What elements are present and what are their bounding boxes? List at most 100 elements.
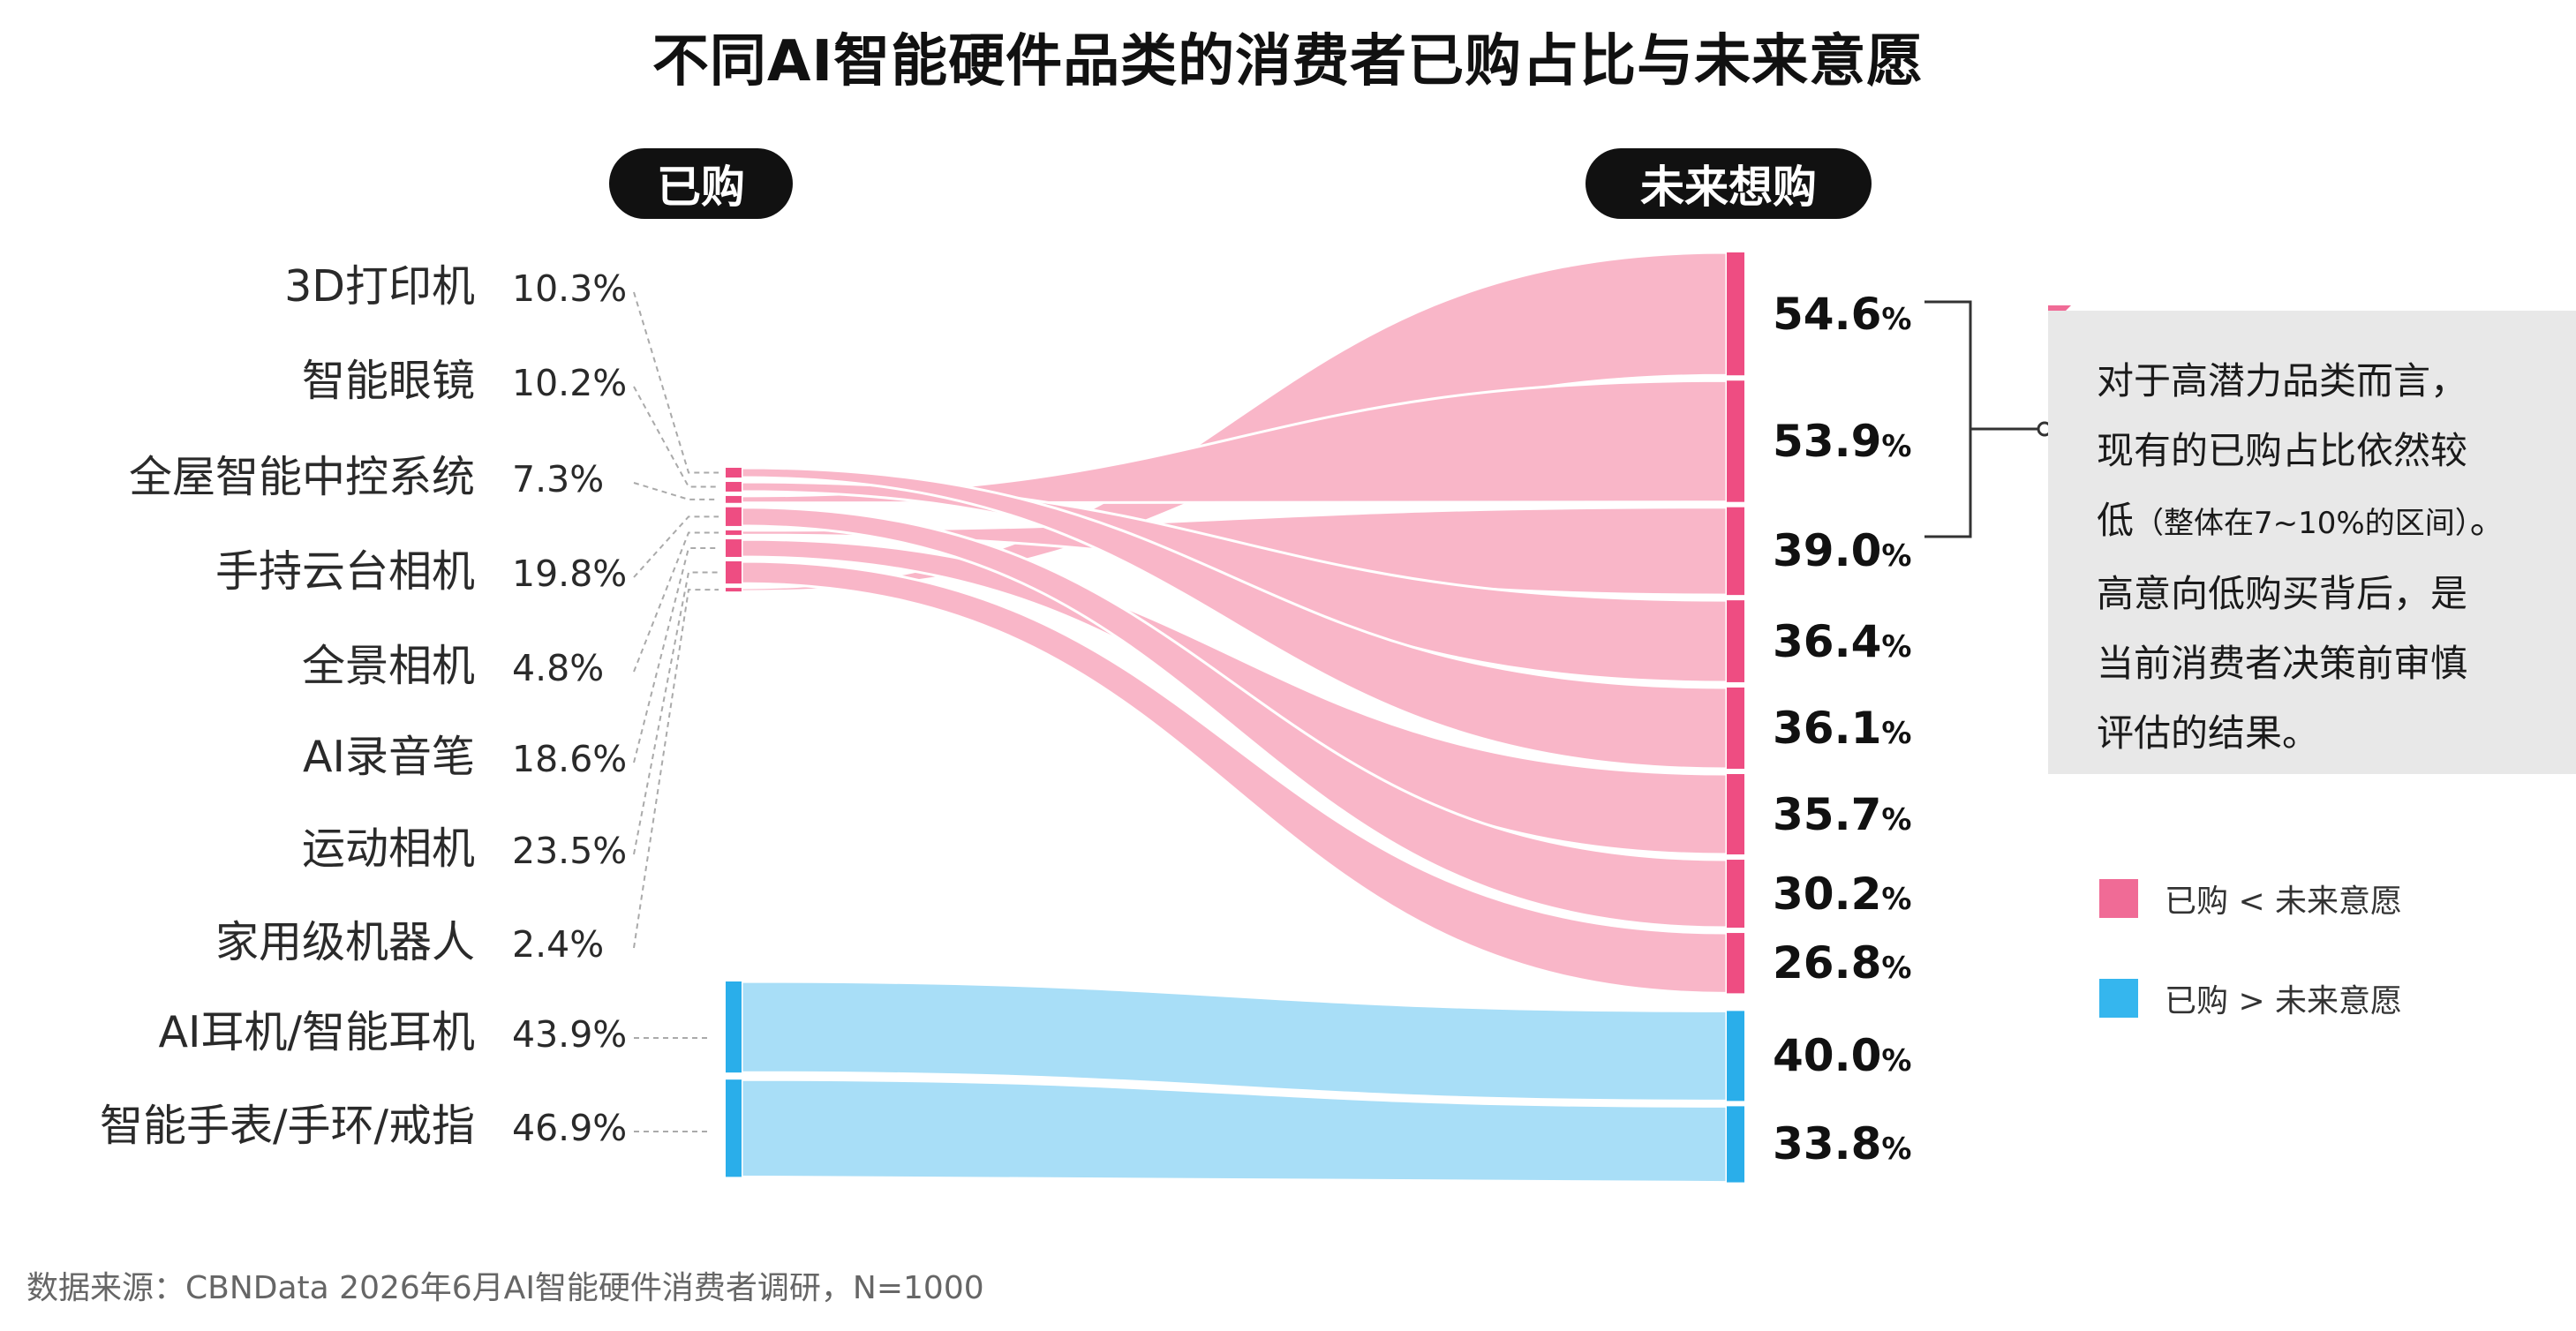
annotation-line-1: 对于高潜力品类而言， xyxy=(2097,359,2468,402)
left-bar-7 xyxy=(726,588,742,592)
annotation-line-3-end: 。 xyxy=(2469,499,2507,542)
right-header-pill: 未来想购 xyxy=(1586,148,1872,219)
purchased-value-4: 4.8% xyxy=(512,647,605,689)
left-bar-9 xyxy=(726,1079,742,1177)
annotation-box: 对于高潜力品类而言， 现有的已购占比依然较 低（整体在7~10%的区间）。 高意… xyxy=(2048,311,2576,774)
future-value-number-4: 36.1 xyxy=(1773,702,1882,754)
future-value-unit-8: % xyxy=(1881,1043,1912,1079)
legend-item-blue: 已购 > 未来意愿 xyxy=(2099,975,2402,1021)
annotation-line-4: 高意向低购买背后，是 xyxy=(2097,572,2468,615)
purchased-value-1: 10.2% xyxy=(512,362,628,404)
future-value-unit-6: % xyxy=(1881,881,1912,917)
leader-line-3 xyxy=(633,515,719,578)
future-value-unit-9: % xyxy=(1881,1132,1912,1168)
future-value-unit-1: % xyxy=(1881,428,1912,464)
leader-line-2 xyxy=(633,482,719,500)
future-value-number-7: 26.8 xyxy=(1773,937,1882,989)
future-value-0: 54.6% xyxy=(1773,288,1911,346)
flow-band-7 xyxy=(740,560,1729,995)
future-value-number-5: 35.7 xyxy=(1773,788,1882,840)
legend-label-blue: 已购 > 未来意愿 xyxy=(2165,983,2403,1019)
left-bar-6 xyxy=(726,560,742,584)
right-header-text: 未来想购 xyxy=(1640,162,1817,213)
future-value-unit-4: % xyxy=(1881,715,1912,751)
chart-title: 不同AI智能硬件品类的消费者已购占比与未来意愿 xyxy=(652,29,1924,94)
right-bar-1 xyxy=(1727,380,1744,502)
legend-swatch-blue xyxy=(2099,979,2138,1018)
future-value-number-0: 54.6 xyxy=(1773,288,1882,340)
annotation-bracket xyxy=(1924,300,2053,538)
left-bar-3 xyxy=(726,507,742,526)
future-value-unit-3: % xyxy=(1881,628,1912,665)
right-bar-0 xyxy=(1727,252,1744,376)
left-bar-8 xyxy=(726,981,742,1073)
left-bar-1 xyxy=(726,482,742,492)
category-label-1: 智能眼镜 xyxy=(301,356,475,406)
category-label-5: AI录音笔 xyxy=(303,732,475,782)
legend-swatch-pink xyxy=(2099,879,2138,918)
bars-layer xyxy=(726,252,1744,1183)
category-label-8: AI耳机/智能耳机 xyxy=(158,1007,475,1057)
left-header-text: 已购 xyxy=(657,162,745,213)
left-bar-5 xyxy=(726,539,742,557)
leader-line-4 xyxy=(633,531,719,673)
future-value-number-3: 36.4 xyxy=(1773,615,1882,667)
purchased-value-2: 7.3% xyxy=(512,458,605,500)
left-header-pill: 已购 xyxy=(609,148,793,219)
annotation-line-3-paren: （整体在7~10%的区间） xyxy=(2134,506,2470,541)
future-value-8: 40.0% xyxy=(1773,1029,1911,1087)
flows-layer xyxy=(740,251,1729,1184)
future-value-6: 30.2% xyxy=(1773,868,1911,926)
purchased-value-7: 2.4% xyxy=(512,923,605,966)
category-label-6: 运动相机 xyxy=(301,823,475,874)
future-value-3: 36.4% xyxy=(1773,615,1911,673)
future-value-unit-7: % xyxy=(1881,951,1912,987)
annotation-line-3-start: 低 xyxy=(2097,499,2135,542)
future-value-number-1: 53.9 xyxy=(1773,415,1882,467)
category-label-3: 手持云台相机 xyxy=(215,546,475,597)
right-bar-2 xyxy=(1727,507,1744,596)
future-value-number-9: 33.8 xyxy=(1773,1118,1882,1170)
future-value-2: 39.0% xyxy=(1773,524,1911,583)
purchased-value-8: 43.9% xyxy=(512,1013,628,1056)
flow-band-8 xyxy=(740,980,1729,1102)
right-bar-7 xyxy=(1727,933,1744,994)
category-label-4: 全景相机 xyxy=(301,641,475,691)
leader-line-0 xyxy=(633,291,719,474)
category-label-2: 全屋智能中控系统 xyxy=(128,452,475,502)
future-value-unit-0: % xyxy=(1881,301,1912,337)
annotation-line-5: 当前消费者决策前审慎 xyxy=(2097,642,2468,685)
future-value-number-6: 30.2 xyxy=(1773,868,1882,920)
left-bar-0 xyxy=(726,468,742,478)
flow-band-4 xyxy=(740,466,1729,771)
future-value-number-8: 40.0 xyxy=(1773,1030,1882,1082)
purchased-value-9: 46.9% xyxy=(512,1107,628,1149)
right-bar-4 xyxy=(1727,687,1744,769)
category-label-9: 智能手表/手环/戒指 xyxy=(99,1101,475,1151)
category-label-7: 家用级机器人 xyxy=(215,917,475,967)
future-value-4: 36.1% xyxy=(1773,702,1911,760)
annotation-line-3: 低（整体在7~10%的区间）。 xyxy=(2097,485,2576,559)
legend-item-pink: 已购 < 未来意愿 xyxy=(2099,876,2402,921)
left-bar-2 xyxy=(726,495,742,503)
leader-line-1 xyxy=(633,386,719,488)
right-bar-9 xyxy=(1727,1106,1744,1183)
future-value-9: 33.8% xyxy=(1773,1117,1911,1176)
future-value-unit-2: % xyxy=(1881,538,1912,575)
future-value-unit-5: % xyxy=(1881,801,1912,838)
purchased-value-5: 18.6% xyxy=(512,738,628,780)
future-value-7: 26.8% xyxy=(1773,936,1911,995)
purchased-value-0: 10.3% xyxy=(512,267,628,310)
future-value-5: 35.7% xyxy=(1773,788,1911,846)
right-bar-8 xyxy=(1727,1011,1744,1102)
future-value-1: 53.9% xyxy=(1773,415,1911,473)
left-bar-4 xyxy=(726,530,742,536)
leader-lines-layer xyxy=(633,291,719,1132)
right-bar-5 xyxy=(1727,774,1744,855)
purchased-value-3: 19.8% xyxy=(512,553,628,595)
purchased-value-6: 23.5% xyxy=(512,830,628,872)
leader-line-5 xyxy=(633,547,719,763)
right-bar-6 xyxy=(1727,860,1744,929)
future-value-number-2: 39.0 xyxy=(1773,525,1882,577)
